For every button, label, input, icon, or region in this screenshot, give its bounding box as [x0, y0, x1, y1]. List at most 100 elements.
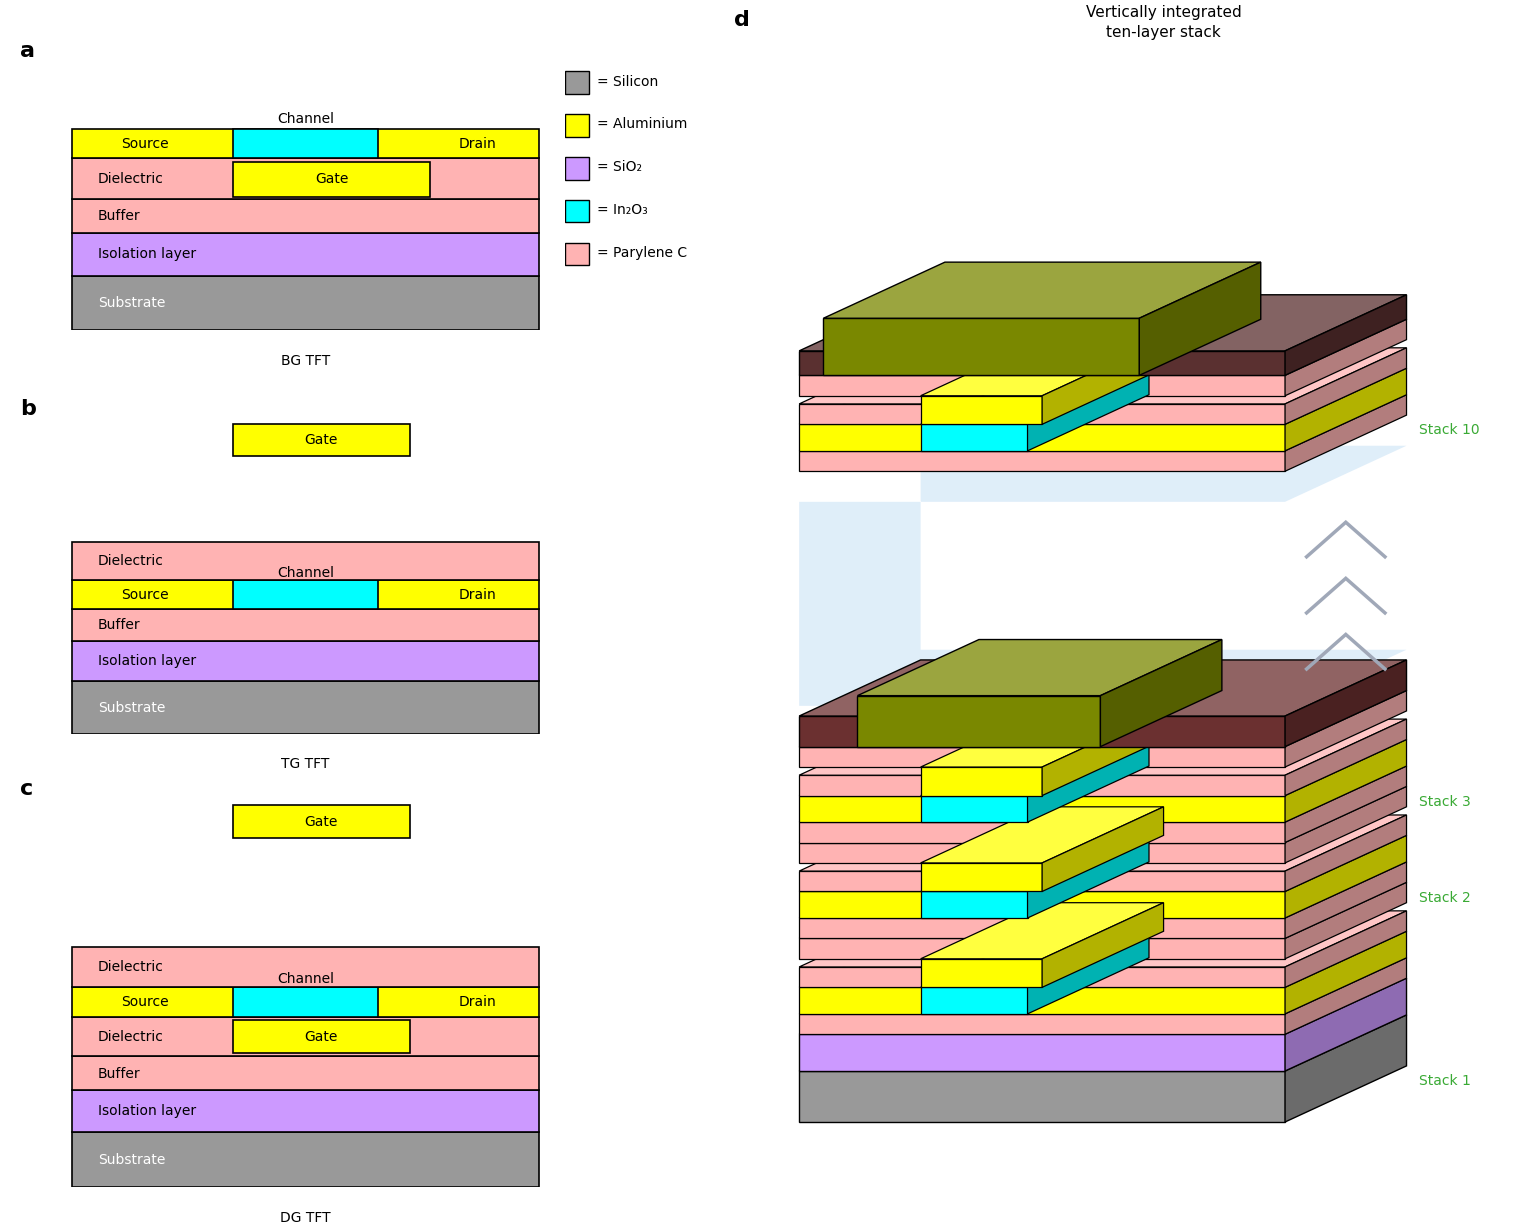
Polygon shape: [799, 1071, 1285, 1122]
Text: Isolation layer: Isolation layer: [98, 655, 196, 668]
Text: BG TFT: BG TFT: [281, 354, 330, 368]
Text: DG TFT: DG TFT: [280, 1211, 332, 1224]
Polygon shape: [799, 978, 1406, 1034]
Text: Source: Source: [121, 588, 168, 602]
Bar: [565, 200, 588, 223]
Bar: [232, 580, 379, 608]
Polygon shape: [1042, 339, 1164, 425]
Text: = Silicon: = Silicon: [597, 75, 659, 88]
Bar: [72, 200, 539, 233]
Polygon shape: [1027, 835, 1149, 918]
Text: Source: Source: [121, 137, 168, 151]
Polygon shape: [799, 1034, 1285, 1071]
Text: Gate: Gate: [304, 433, 338, 448]
Text: Channel: Channel: [277, 565, 335, 579]
Polygon shape: [799, 766, 1406, 823]
Text: c: c: [20, 778, 34, 799]
Bar: [72, 987, 539, 1017]
Polygon shape: [1285, 978, 1406, 1071]
Polygon shape: [920, 767, 1042, 796]
Polygon shape: [857, 695, 1100, 747]
Bar: [72, 1132, 539, 1187]
Text: Channel: Channel: [277, 111, 335, 126]
Polygon shape: [920, 339, 1164, 395]
Text: Drain: Drain: [458, 995, 497, 1009]
Text: Drain: Drain: [458, 588, 497, 602]
Bar: [72, 1091, 539, 1132]
Text: Dielectric: Dielectric: [98, 554, 163, 568]
Polygon shape: [799, 368, 1406, 425]
Polygon shape: [920, 988, 1027, 1013]
Bar: [72, 681, 539, 734]
Polygon shape: [1285, 835, 1406, 918]
Polygon shape: [799, 939, 1285, 958]
Polygon shape: [1027, 368, 1149, 450]
Polygon shape: [1285, 766, 1406, 842]
Polygon shape: [799, 891, 1285, 918]
Polygon shape: [799, 718, 1406, 775]
Polygon shape: [799, 786, 1406, 842]
Polygon shape: [920, 958, 1042, 988]
Polygon shape: [1285, 786, 1406, 863]
Text: Dielectric: Dielectric: [98, 1029, 163, 1044]
Polygon shape: [799, 883, 1406, 939]
Text: Stack 2: Stack 2: [1418, 891, 1470, 905]
Bar: [72, 233, 539, 275]
Text: Drain: Drain: [458, 137, 497, 151]
Polygon shape: [799, 823, 1285, 842]
Polygon shape: [920, 903, 1164, 958]
Bar: [72, 129, 539, 158]
Text: Source: Source: [121, 995, 168, 1009]
Polygon shape: [1285, 931, 1406, 1013]
Polygon shape: [799, 747, 1285, 767]
Polygon shape: [799, 739, 1406, 796]
Text: Gate: Gate: [304, 815, 338, 829]
Polygon shape: [799, 835, 1406, 891]
Polygon shape: [1140, 262, 1261, 376]
Polygon shape: [799, 295, 1406, 351]
Text: = SiO₂: = SiO₂: [597, 160, 642, 174]
Polygon shape: [1285, 911, 1406, 988]
Polygon shape: [920, 807, 1164, 863]
Bar: [565, 114, 588, 137]
Bar: [232, 162, 431, 197]
Polygon shape: [799, 911, 1406, 967]
Text: Dielectric: Dielectric: [98, 171, 163, 186]
Text: b: b: [20, 399, 35, 420]
Polygon shape: [920, 891, 1027, 918]
Polygon shape: [1285, 348, 1406, 425]
Bar: [72, 608, 539, 641]
Text: Buffer: Buffer: [98, 209, 141, 223]
Text: Stack 1: Stack 1: [1418, 1075, 1470, 1088]
Polygon shape: [799, 815, 1406, 871]
Polygon shape: [799, 690, 1406, 747]
Polygon shape: [920, 395, 1042, 425]
Polygon shape: [799, 394, 1406, 450]
Polygon shape: [799, 957, 1406, 1013]
Text: = In₂O₃: = In₂O₃: [597, 203, 648, 217]
Polygon shape: [799, 446, 1406, 706]
Polygon shape: [1285, 690, 1406, 767]
Polygon shape: [799, 918, 1285, 939]
Polygon shape: [799, 796, 1285, 823]
Polygon shape: [1285, 660, 1406, 747]
Polygon shape: [920, 711, 1164, 767]
Polygon shape: [824, 262, 1261, 318]
Polygon shape: [799, 660, 1406, 716]
Polygon shape: [799, 716, 1285, 747]
Bar: [232, 129, 379, 158]
Polygon shape: [1285, 862, 1406, 939]
Polygon shape: [920, 739, 1149, 796]
Polygon shape: [1100, 639, 1222, 747]
Text: Buffer: Buffer: [98, 618, 141, 632]
Polygon shape: [1042, 807, 1164, 891]
Text: Isolation layer: Isolation layer: [98, 247, 196, 261]
Text: Gate: Gate: [315, 171, 348, 186]
Polygon shape: [1042, 903, 1164, 988]
Polygon shape: [799, 1015, 1406, 1071]
Polygon shape: [799, 931, 1406, 988]
Text: Buffer: Buffer: [98, 1066, 141, 1081]
Bar: [565, 157, 588, 180]
Polygon shape: [799, 351, 1285, 376]
Bar: [72, 580, 539, 608]
